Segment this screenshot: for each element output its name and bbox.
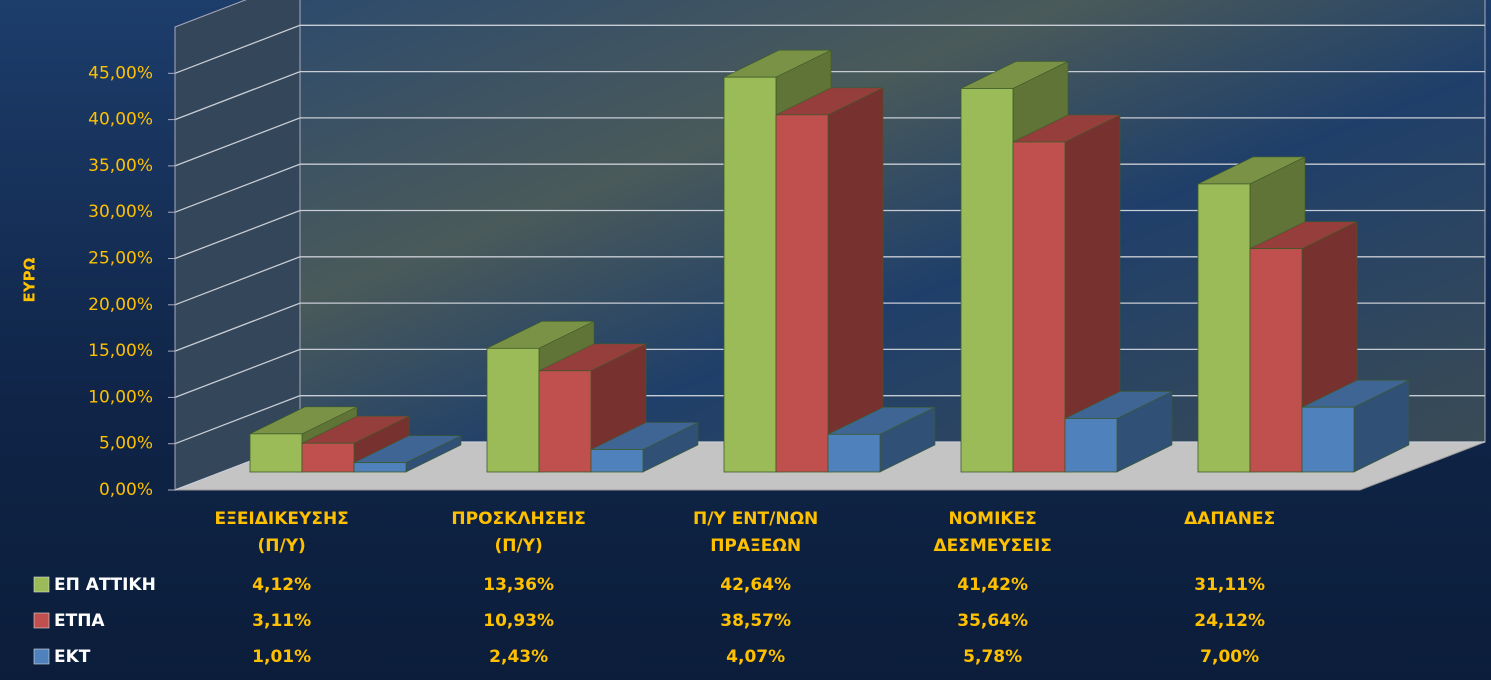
data-label: 10,93% — [483, 611, 554, 631]
legend-swatch — [33, 648, 50, 665]
category-label: ΝΟΜΙΚΕΣ ΔΕΣΜΕΥΣΕΙΣ — [933, 509, 1052, 556]
bar — [1197, 183, 1251, 473]
y-tick-label: 20,00% — [88, 295, 153, 315]
data-label: 41,42% — [957, 575, 1028, 595]
bar — [538, 370, 592, 473]
category-label: Π/Υ ΕΝΤ/ΝΩΝ ΠΡΑΞΕΩΝ — [693, 509, 819, 556]
bar — [590, 449, 644, 473]
data-label: 5,78% — [963, 647, 1022, 667]
category-label: ΠΡΟΣΚΛΗΣΕΙΣ (Π/Υ) — [451, 509, 586, 556]
data-label: 24,12% — [1194, 611, 1265, 631]
y-tick-label: 10,00% — [88, 387, 153, 407]
data-label: 7,00% — [1200, 647, 1259, 667]
data-label: 35,64% — [957, 611, 1028, 631]
y-tick-label: 0,00% — [99, 480, 153, 500]
bar — [249, 433, 303, 473]
y-tick-label: 25,00% — [88, 249, 153, 269]
side-wall — [174, 0, 301, 491]
bar — [486, 347, 540, 473]
data-label: 38,57% — [720, 611, 791, 631]
category-label: ΔΑΠΑΝΕΣ — [1184, 509, 1276, 529]
y-tick-label: 15,00% — [88, 341, 153, 361]
grid-line — [174, 24, 1485, 74]
data-label: 4,12% — [252, 575, 311, 595]
data-label: 31,11% — [1194, 575, 1265, 595]
legend-label: ΕΠ ΑΤΤΙΚΗ — [54, 575, 156, 595]
data-label: 2,43% — [489, 647, 548, 667]
bar — [1012, 141, 1066, 473]
bar — [775, 114, 829, 473]
bar — [353, 462, 407, 473]
bar — [1249, 248, 1303, 473]
legend-swatch — [33, 576, 50, 593]
y-tick-label: 30,00% — [88, 202, 153, 222]
bar — [827, 433, 881, 473]
category-label: ΕΞΕΙΔΙΚΕΥΣΗΣ (Π/Υ) — [214, 509, 349, 556]
data-label: 4,07% — [726, 647, 785, 667]
legend-label: ΕΤΠΑ — [54, 611, 105, 631]
legend-label: ΕΚΤ — [54, 647, 91, 667]
bar — [301, 442, 355, 473]
data-label: 13,36% — [483, 575, 554, 595]
y-tick-label: 40,00% — [88, 110, 153, 130]
bar — [960, 88, 1014, 473]
y-tick-label: 45,00% — [88, 63, 153, 83]
y-tick-label: 35,00% — [88, 156, 153, 176]
bar — [1064, 418, 1118, 473]
data-label: 3,11% — [252, 611, 311, 631]
y-tick-label: 5,00% — [99, 434, 153, 454]
grid-line — [174, 70, 1485, 121]
bar — [1301, 406, 1355, 473]
bar — [723, 76, 777, 473]
legend-swatch — [33, 612, 50, 629]
data-label: 42,64% — [720, 575, 791, 595]
y-axis-label: ΕΥΡΩ — [21, 257, 39, 302]
data-label: 1,01% — [252, 647, 311, 667]
